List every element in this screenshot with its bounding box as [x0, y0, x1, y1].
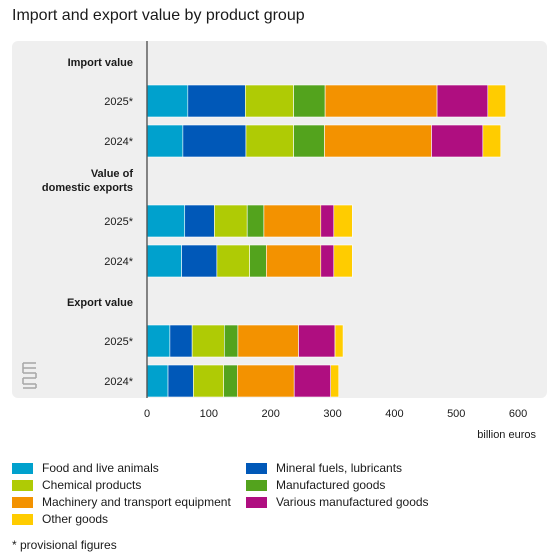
footnote: * provisional figures: [12, 538, 117, 552]
bar-segment: [324, 84, 438, 118]
legend-swatch: [246, 479, 267, 491]
bar-segment: [298, 324, 336, 358]
bar-segment: [431, 124, 484, 158]
legend-label: Other goods: [42, 512, 109, 526]
bar-segment: [334, 324, 344, 358]
cbs-logo: [22, 362, 37, 389]
bar-segment: [182, 124, 247, 158]
bar-segment: [482, 124, 502, 158]
bar-segment: [146, 84, 189, 118]
legend-swatch: [12, 496, 33, 508]
bar-segment: [245, 84, 294, 118]
legend-label: Machinery and transport equipment: [42, 495, 231, 509]
x-tick-label: 300: [323, 408, 341, 420]
bar-segment: [146, 364, 169, 398]
legend-item: Food and live animals: [12, 461, 159, 475]
bar-segment: [245, 124, 294, 158]
row-label: 2025*: [104, 336, 133, 348]
bar-segment: [237, 324, 299, 358]
x-tick-label: 200: [262, 408, 280, 420]
legend-swatch: [12, 513, 33, 525]
bar-segment: [146, 204, 186, 238]
bar-segment: [246, 204, 265, 238]
bar-segment: [293, 84, 326, 118]
row-label: 2025*: [104, 96, 133, 108]
bar-segment: [214, 204, 248, 238]
legend-item: Machinery and transport equipment: [12, 495, 231, 509]
bar-segment: [324, 124, 432, 158]
stacked-bar-chart: Import value 2025* 2024* Value of domestic e…: [12, 41, 547, 441]
bar-segment: [167, 364, 194, 398]
bar-segment: [293, 364, 331, 398]
bar-segment: [436, 84, 489, 118]
x-tick-label: 600: [509, 408, 527, 420]
bar-segment: [320, 244, 335, 278]
chart-title: Import and export value by product group: [12, 7, 305, 24]
group-label: Value of domestic exports: [42, 168, 133, 194]
bar-segment: [237, 364, 295, 398]
legend-label: Food and live animals: [42, 461, 159, 475]
legend-label: Manufactured goods: [276, 478, 386, 492]
row-label: 2025*: [104, 216, 133, 228]
bar-segment: [320, 204, 335, 238]
x-axis-label: billion euros: [477, 429, 536, 441]
bar-segment: [181, 244, 218, 278]
bar-segment: [263, 204, 322, 238]
bar-segment: [216, 244, 250, 278]
bar-segment: [191, 324, 225, 358]
bar-segment: [266, 244, 322, 278]
bar-segment: [184, 204, 215, 238]
legend-swatch: [12, 462, 33, 474]
legend-item: Manufactured goods: [246, 478, 385, 492]
bar-segment: [193, 364, 224, 398]
group-label: Export value: [67, 297, 133, 309]
bar-segment: [146, 124, 184, 158]
legend-item: Other goods: [12, 512, 108, 526]
bar-segment: [249, 244, 267, 278]
bar-segment: [146, 324, 171, 358]
bar-segment: [487, 84, 507, 118]
legend-swatch: [246, 496, 267, 508]
row-label: 2024*: [104, 256, 133, 268]
legend-swatch: [12, 479, 33, 491]
legend-label: Chemical products: [42, 478, 142, 492]
bar-segment: [293, 124, 325, 158]
legend-item: Various manufactured goods: [246, 495, 429, 509]
x-tick-label: 100: [200, 408, 218, 420]
legend-item: Mineral fuels, lubricants: [246, 461, 402, 475]
bar-segment: [223, 364, 238, 398]
bar-segment: [146, 244, 182, 278]
x-tick-label: 0: [144, 408, 150, 420]
bar-segment: [187, 84, 246, 118]
x-tick-label: 400: [385, 408, 403, 420]
bar-segment: [330, 364, 340, 398]
x-tick-label: 500: [447, 408, 465, 420]
legend-item: Chemical products: [12, 478, 141, 492]
legend-label: Mineral fuels, lubricants: [276, 461, 403, 475]
bar-segment: [333, 244, 353, 278]
bar-segment: [224, 324, 239, 358]
group-label: Import value: [68, 57, 133, 69]
row-label: 2024*: [104, 376, 133, 388]
legend-swatch: [246, 462, 267, 474]
row-label: 2024*: [104, 136, 133, 148]
bar-segment: [333, 204, 353, 238]
legend-label: Various manufactured goods: [276, 495, 429, 509]
bar-segment: [169, 324, 193, 358]
